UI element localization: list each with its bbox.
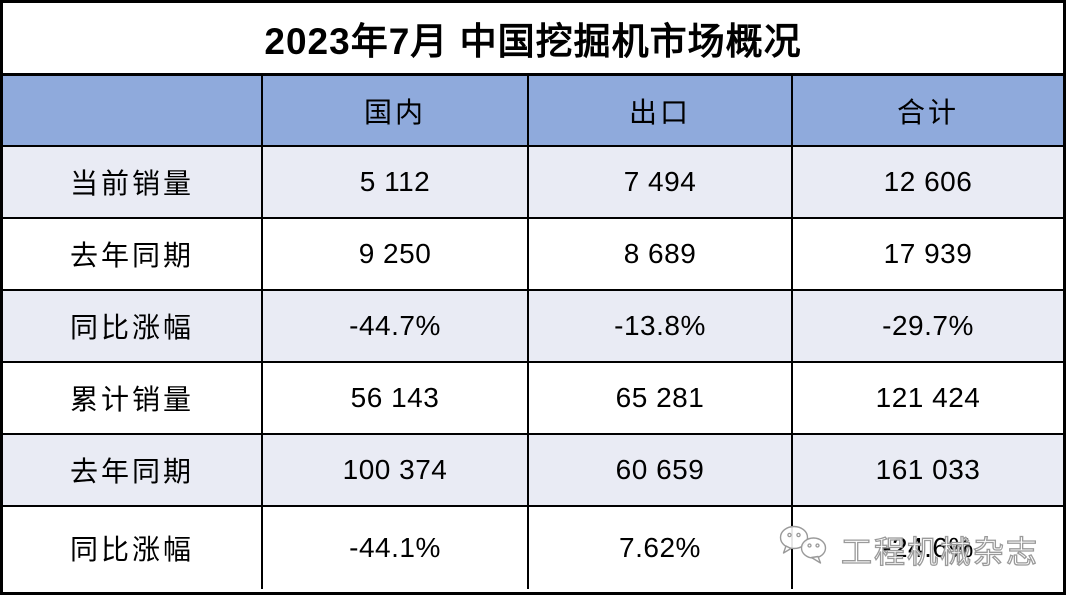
cell-current-total: 12 606 (793, 147, 1063, 219)
cell-lastyear-cum-total: 161 033 (793, 435, 1063, 507)
cell-lastyear-domestic: 9 250 (263, 219, 529, 291)
page-title: 2023年7月 中国挖掘机市场概况 (3, 3, 1063, 76)
cell-current-export: 7 494 (529, 147, 793, 219)
row-label-last-year-monthly: 去年同期 (3, 219, 263, 291)
cell-cumulative-export: 65 281 (529, 363, 793, 435)
cell-yoy-cum-export: 7.62% (529, 507, 793, 589)
cell-lastyear-cum-export: 60 659 (529, 435, 793, 507)
cell-lastyear-export: 8 689 (529, 219, 793, 291)
cell-lastyear-total: 17 939 (793, 219, 1063, 291)
data-table: 国内 出口 合计 当前销量 5 112 7 494 12 606 去年同期 9 … (3, 76, 1063, 589)
cell-lastyear-cum-domestic: 100 374 (263, 435, 529, 507)
cell-yoy-domestic: -44.7% (263, 291, 529, 363)
header-cell-total: 合计 (793, 76, 1063, 147)
header-cell-export: 出口 (529, 76, 793, 147)
row-label-cumulative-sales: 累计销量 (3, 363, 263, 435)
cell-yoy-export: -13.8% (529, 291, 793, 363)
cell-cumulative-domestic: 56 143 (263, 363, 529, 435)
cell-yoy-total: -29.7% (793, 291, 1063, 363)
header-cell-empty (3, 76, 263, 147)
cell-yoy-cum-domestic: -44.1% (263, 507, 529, 589)
row-label-yoy-monthly: 同比涨幅 (3, 291, 263, 363)
cell-current-domestic: 5 112 (263, 147, 529, 219)
header-cell-domestic: 国内 (263, 76, 529, 147)
row-label-current-sales: 当前销量 (3, 147, 263, 219)
cell-cumulative-total: 121 424 (793, 363, 1063, 435)
row-label-last-year-cumulative: 去年同期 (3, 435, 263, 507)
row-label-yoy-cumulative: 同比涨幅 (3, 507, 263, 589)
cell-yoy-cum-total: -24.6% (793, 507, 1063, 589)
